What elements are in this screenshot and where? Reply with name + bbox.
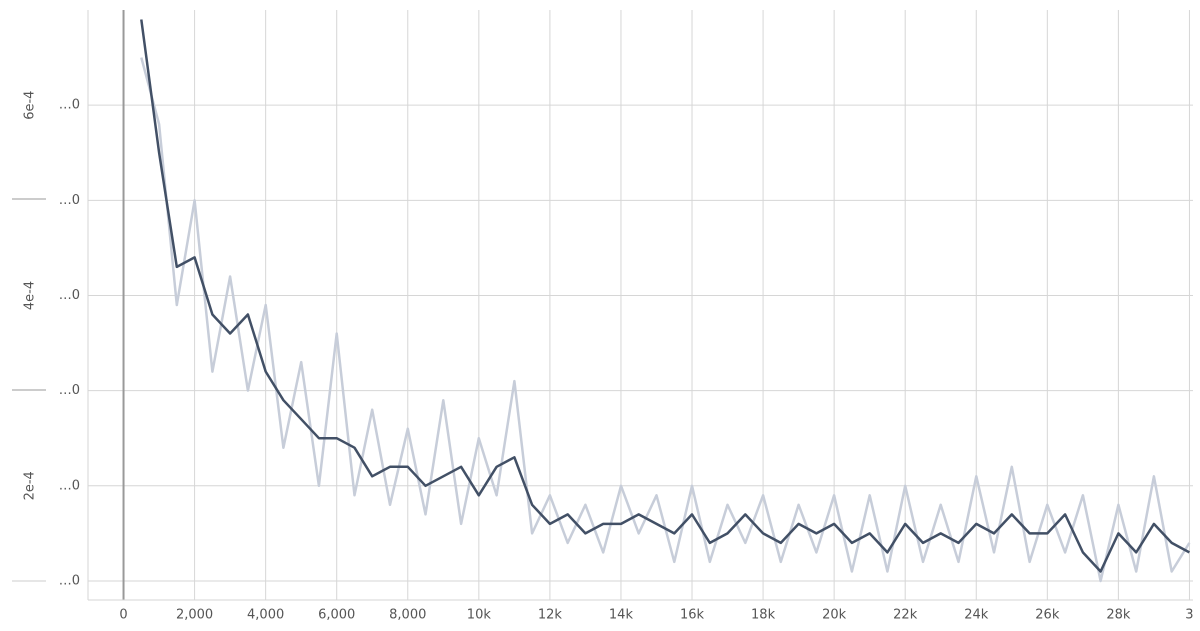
x-tick-label: 3 xyxy=(1185,608,1193,623)
series-line xyxy=(140,57,1191,583)
x-tick-label: 16k xyxy=(680,608,705,623)
grid xyxy=(88,10,1193,600)
x-tick-label: 8,000 xyxy=(389,608,426,623)
x-tick-label: 2,000 xyxy=(176,608,213,623)
y-exponent-label: 2e-4 xyxy=(23,471,38,500)
series-line xyxy=(140,19,1190,573)
x-tick-label: 4,000 xyxy=(247,608,284,623)
x-tick-label: 6,000 xyxy=(318,608,355,623)
y-tick-label: …0 xyxy=(59,383,80,398)
x-tick-label: 20k xyxy=(822,608,847,623)
y-tick-label: …0 xyxy=(59,478,80,493)
x-tick-label: 0 xyxy=(119,608,127,623)
y-tick-label: …0 xyxy=(59,193,80,208)
y-tick-label: …0 xyxy=(59,288,80,303)
x-tick-label: 22k xyxy=(893,608,918,623)
x-tick-label: 28k xyxy=(1106,608,1131,623)
x-tick-label: 18k xyxy=(751,608,776,623)
x-tick-label: 12k xyxy=(538,608,563,623)
x-tick-label: 24k xyxy=(964,608,989,623)
y-tick-label: …0 xyxy=(59,573,80,588)
y-tick-label: …0 xyxy=(59,98,80,113)
y-exponent-label: 6e-4 xyxy=(23,91,38,120)
x-tick-label: 26k xyxy=(1035,608,1060,623)
x-tick-label: 14k xyxy=(609,608,634,623)
y-exponent-label: 4e-4 xyxy=(23,281,38,310)
x-tick-label: 10k xyxy=(467,608,492,623)
